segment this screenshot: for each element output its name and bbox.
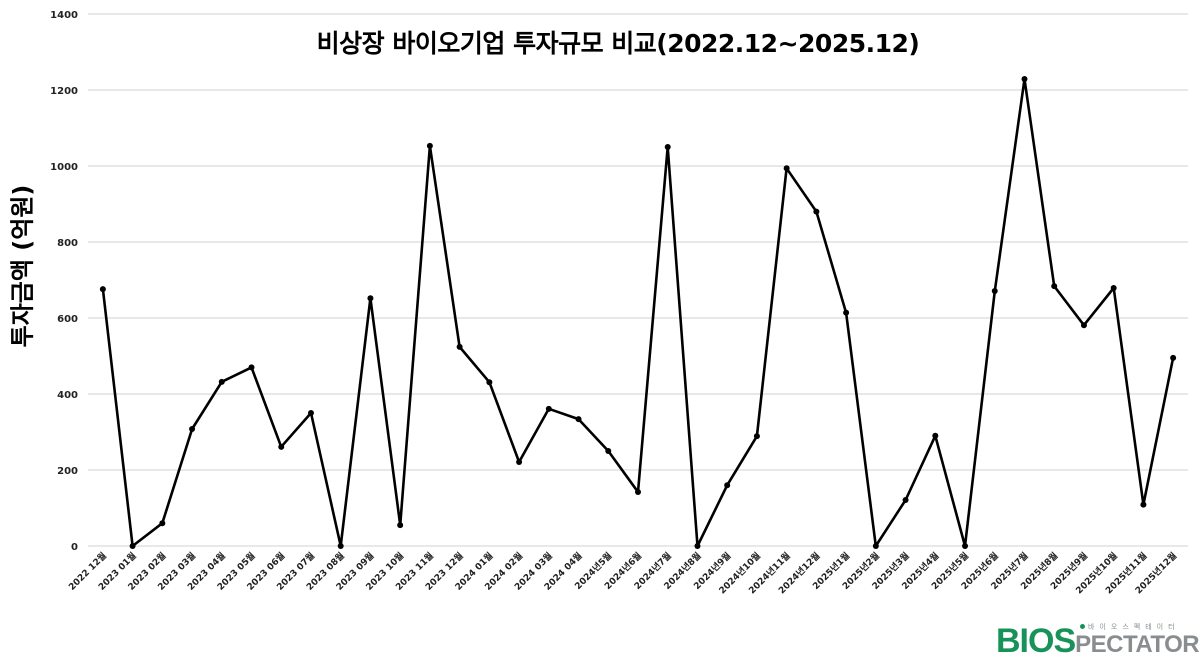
data-point <box>1021 75 1028 82</box>
y-axis-ticks: 0 200 400 600 800 1000 1200 1400 <box>50 10 78 553</box>
data-point <box>753 433 760 440</box>
y-tick-label: 400 <box>57 390 78 401</box>
logo-bios-text: BIOS <box>996 622 1076 660</box>
data-point <box>218 378 225 385</box>
y-tick-label: 200 <box>57 466 78 477</box>
data-point <box>516 459 523 466</box>
y-tick-label: 1400 <box>50 10 78 21</box>
data-point <box>902 497 909 504</box>
logo-dot-icon <box>1080 624 1085 629</box>
data-point <box>1080 322 1087 329</box>
data-point <box>1110 284 1117 291</box>
data-point <box>367 295 374 302</box>
data-point <box>189 425 196 432</box>
data-point <box>575 416 582 423</box>
data-point <box>635 489 641 496</box>
data-point <box>337 543 344 549</box>
data-point <box>783 165 790 172</box>
series-line <box>101 77 1175 548</box>
y-tick-label: 1200 <box>50 86 78 97</box>
data-point <box>99 286 106 293</box>
data-point <box>426 142 433 149</box>
data-point <box>486 379 493 386</box>
data-point <box>843 309 850 316</box>
data-point <box>813 208 820 215</box>
data-series <box>99 75 1177 549</box>
data-point <box>307 410 314 416</box>
y-axis-label: 투자금액 (억원) <box>8 184 37 348</box>
data-point <box>872 543 879 549</box>
data-point <box>664 144 671 150</box>
y-tick-label: 600 <box>57 314 78 325</box>
data-point <box>278 443 285 450</box>
data-point <box>991 288 998 295</box>
data-point <box>397 522 404 529</box>
data-point <box>159 520 166 527</box>
data-point <box>724 482 731 489</box>
logo-wordmark: BIOSPECTATOR <box>996 622 1200 660</box>
data-point <box>605 448 612 454</box>
data-point <box>1051 283 1058 290</box>
chart-title: 비상장 바이오기업 투자규모 비교(2022.12~2025.12) <box>316 29 920 58</box>
data-point <box>456 343 463 350</box>
biospectator-logo: 바이오스펙테이터 BIOSPECTATOR <box>996 622 1200 660</box>
logo-pectator-text: PECTATOR <box>1075 631 1200 658</box>
data-point <box>962 543 969 549</box>
data-point <box>1140 501 1147 508</box>
y-tick-label: 0 <box>71 542 78 553</box>
data-point <box>129 543 136 549</box>
y-tick-label: 800 <box>57 238 78 249</box>
data-point <box>932 432 939 439</box>
data-point <box>545 405 552 412</box>
logo-korean-text: 바이오스펙테이터 <box>1088 623 1180 631</box>
y-tick-label: 1000 <box>50 162 78 173</box>
data-point <box>248 364 255 371</box>
gridlines <box>88 13 1188 547</box>
data-point <box>694 543 701 549</box>
data-point <box>1170 354 1177 361</box>
